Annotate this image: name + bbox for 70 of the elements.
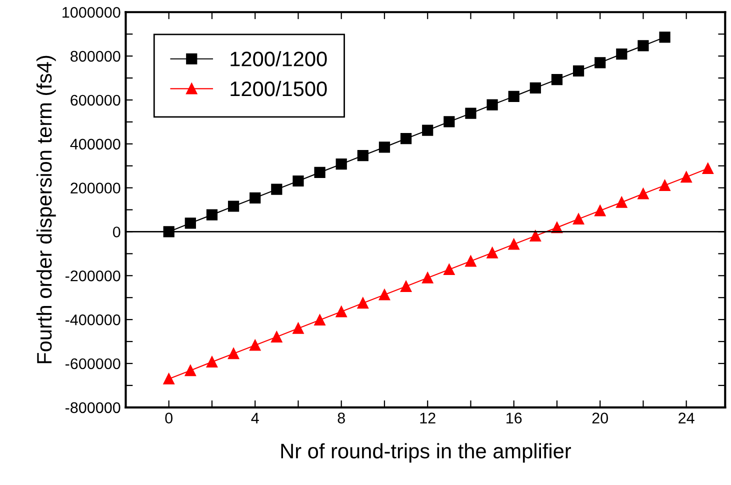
point	[422, 124, 434, 136]
y-tick-label: 200000	[70, 182, 120, 194]
point	[206, 209, 218, 220]
point	[680, 171, 692, 183]
point	[486, 99, 498, 110]
point	[184, 364, 196, 376]
y-tick-label: -800000	[65, 402, 120, 414]
point	[378, 289, 390, 300]
point	[228, 348, 240, 360]
point	[250, 340, 261, 351]
point	[486, 247, 498, 258]
x-axis-title: Nr of round-trips in the amplifier	[281, 443, 571, 463]
point	[250, 192, 261, 204]
y-tick-label: 400000	[70, 138, 120, 150]
point	[184, 218, 196, 229]
legend-label: 1200/1200	[230, 51, 327, 66]
point	[314, 166, 326, 178]
point	[638, 188, 649, 200]
point	[163, 226, 174, 238]
point	[594, 205, 606, 216]
y-axis-title: Fourth order dispersion term (fs4)	[36, 56, 56, 364]
point	[530, 82, 541, 94]
y-tick-label: 0	[112, 226, 120, 238]
point	[163, 373, 174, 384]
y-tick-label: -400000	[65, 314, 120, 326]
x-tick-label: 0	[165, 412, 173, 424]
point	[206, 356, 218, 368]
point	[271, 184, 282, 195]
y-tick-label: 600000	[70, 94, 120, 106]
x-tick-label: 16	[506, 412, 522, 424]
point	[228, 200, 240, 212]
point	[378, 142, 390, 153]
x-tick-label: 4	[251, 412, 259, 424]
x-tick-label: 12	[420, 412, 436, 424]
y-tick-label: -600000	[65, 358, 120, 370]
point	[400, 133, 412, 144]
point	[551, 74, 563, 86]
point	[292, 175, 304, 187]
point	[616, 48, 628, 60]
point	[336, 158, 347, 170]
point	[465, 108, 476, 119]
point	[357, 150, 368, 162]
point	[530, 230, 541, 242]
x-tick-label: 20	[592, 412, 608, 424]
y-tick-label: 800000	[70, 50, 120, 62]
point	[594, 57, 606, 68]
point	[314, 314, 326, 326]
point	[444, 264, 455, 276]
point	[616, 196, 628, 208]
point	[400, 280, 412, 292]
point	[292, 322, 304, 334]
point	[638, 40, 649, 52]
point	[336, 306, 347, 318]
point	[572, 65, 584, 77]
point	[659, 180, 670, 191]
point	[444, 116, 455, 128]
x-tick-label: 24	[678, 412, 694, 424]
point	[572, 213, 584, 225]
point	[659, 32, 670, 43]
x-tick-label: 8	[338, 412, 345, 424]
legend-label: 1200/1500	[230, 80, 327, 96]
point	[357, 298, 368, 309]
point	[508, 238, 520, 250]
point	[422, 272, 434, 284]
point	[508, 90, 520, 102]
point	[271, 331, 282, 342]
y-tick-label: -200000	[65, 270, 120, 282]
point	[702, 162, 714, 174]
y-tick-label: 1000000	[62, 6, 120, 18]
point	[465, 256, 476, 267]
